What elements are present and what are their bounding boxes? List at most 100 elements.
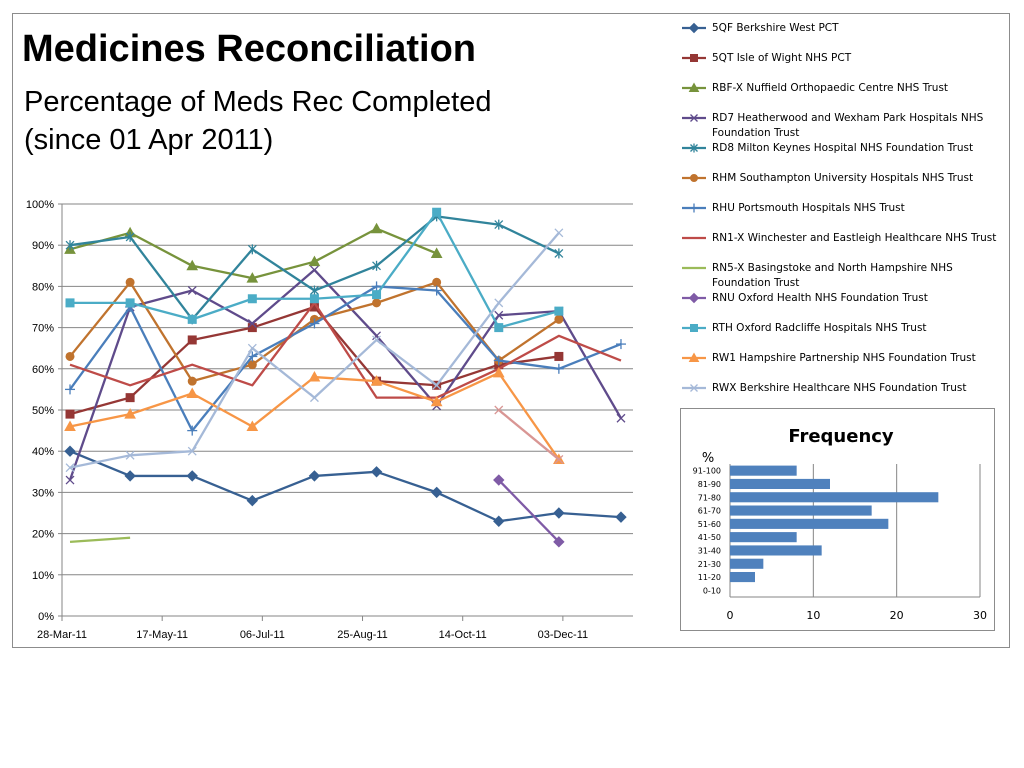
legend-swatch	[682, 292, 706, 304]
series-rbf-x-nuffield-orthopaedic-centre-nhs-trust-point	[308, 255, 321, 267]
legend-swatch	[682, 82, 706, 92]
series-5qf-berkshire-west-pct-point	[430, 486, 443, 499]
legend-swatch-marker	[690, 114, 698, 122]
series-rhm-southampton-university-hospitals-nhs-trust-point	[65, 351, 75, 361]
series-rd8-milton-keynes-hospital-nhs-foundation-trust-point	[125, 231, 135, 242]
series-rd8-milton-keynes-hospital-nhs-foundation-trust-point	[309, 285, 319, 296]
frequency-category-label: 51-60	[698, 520, 721, 529]
series-rth-oxford-radcliffe-hospitals-nhs-trust	[65, 207, 564, 333]
legend-swatch-marker	[690, 324, 698, 332]
series-rth-oxford-radcliffe-hospitals-nhs-trust-point	[187, 314, 197, 324]
x-tick-label: 03-Dec-11	[538, 629, 589, 641]
series-rhu-portsmouth-hospitals-nhs-trust-line	[69, 285, 622, 432]
frequency-category-label: 31-40	[698, 546, 721, 555]
series-rhu-portsmouth-hospitals-nhs-trust-point	[309, 318, 320, 329]
series-rwx-berkshire-healthcare-nhs-foundation-trust-point	[309, 393, 319, 403]
y-tick-label: 0%	[38, 611, 54, 623]
y-tick-label: 70%	[32, 323, 54, 335]
frequency-bar-71-80	[730, 492, 939, 503]
series-rw1-hampshire-partnership-nhs-foundation-trust-point	[186, 387, 199, 399]
series-unnamed	[494, 405, 564, 464]
legend-item-rn1-x-winchester-and-eastleigh-healthcare-nhs-trust: RN1-X Winchester and Eastleigh Healthcar…	[680, 228, 1010, 258]
legend-label: 5QF Berkshire West PCT	[712, 22, 839, 34]
series-rwx-berkshire-healthcare-nhs-foundation-trust-line	[69, 232, 560, 469]
series-5qf-berkshire-west-pct	[64, 445, 627, 527]
legend-swatch	[682, 266, 706, 270]
series-5qt-isle-of-wight-nhs-pct-point	[125, 393, 135, 403]
legend-swatch-marker	[690, 174, 698, 182]
series-5qf-berkshire-west-pct-point	[553, 507, 565, 519]
legend-item-rw1-hampshire-partnership-nhs-foundation-trust: RW1 Hampshire Partnership NHS Foundation…	[680, 348, 1010, 378]
chart-subtitle-line-1: Percentage of Meds Rec Completed	[24, 86, 492, 118]
frequency-category-label: 0-10	[703, 586, 721, 595]
legend-swatch	[682, 54, 706, 62]
legend-item-rnu-oxford-health-nhs-foundation-trust: RNU Oxford Health NHS Foundation Trust	[680, 288, 1010, 318]
series-rbf-x-nuffield-orthopaedic-centre-nhs-trust-point	[370, 222, 383, 234]
legend-swatch-marker	[688, 292, 700, 304]
legend-swatch	[682, 324, 706, 332]
line-chart: 0% 10% 20% 30% 40% 50% 60% 70% 80% 90% 100% 28-Mar-…	[26, 199, 633, 641]
series-rhm-southampton-university-hospitals-nhs-trust-point	[372, 298, 382, 308]
series-rwx-berkshire-healthcare-nhs-foundation-trust-point	[554, 228, 564, 238]
series-rd7-heatherwood-and-wexham-park-hospitals-nhs-foundation-trust-point	[494, 310, 504, 320]
legend-label: RN1-X Winchester and Eastleigh Healthcar…	[712, 232, 997, 244]
series-rw1-hampshire-partnership-nhs-foundation-trust-point	[370, 375, 383, 386]
series-rwx-berkshire-healthcare-nhs-foundation-trust	[65, 228, 564, 473]
legend-item-rd8-milton-keynes-hospital-nhs-foundation-trust: RD8 Milton Keynes Hospital NHS Foundatio…	[680, 138, 1010, 168]
series-rn5-x-basingstoke-and-north-hampshire-nhs-foundation-trust	[69, 536, 131, 543]
series-rhu-portsmouth-hospitals-nhs-trust-point	[65, 384, 76, 395]
x-tick-label: 17-May-11	[136, 629, 188, 641]
series-rbf-x-nuffield-orthopaedic-centre-nhs-trust-point	[246, 272, 259, 283]
series-rhu-portsmouth-hospitals-nhs-trust-point	[431, 285, 442, 296]
series-rhu-portsmouth-hospitals-nhs-trust-point	[553, 363, 564, 374]
legend-item-rd7-heatherwood-and-wexham-park-hospitals-nhs-foundation-trust: RD7 Heatherwood and Wexham Park Hospital…	[680, 108, 1010, 139]
frequency-category-label: 61-70	[698, 507, 721, 516]
series-rd7-heatherwood-and-wexham-park-hospitals-nhs-foundation-trust-point	[65, 475, 75, 485]
legend-label: RD7 Heatherwood and Wexham Park Hospital…	[712, 112, 984, 139]
legend-swatch	[682, 384, 706, 392]
frequency-bar-31-40	[730, 545, 822, 556]
series-rth-oxford-radcliffe-hospitals-nhs-trust-point	[554, 306, 564, 316]
y-tick-label: 80%	[32, 281, 54, 293]
series-rhm-southampton-university-hospitals-nhs-trust-point	[432, 277, 442, 287]
series-5qt-isle-of-wight-nhs-pct-point	[187, 335, 197, 345]
x-tick-label: 25-Aug-11	[337, 629, 388, 641]
series-rth-oxford-radcliffe-hospitals-nhs-trust-point	[432, 207, 442, 217]
series-rw1-hampshire-partnership-nhs-foundation-trust-point	[64, 420, 76, 431]
series-rd8-milton-keynes-hospital-nhs-foundation-trust-point	[372, 260, 382, 271]
legend-item-rn5-x-basingstoke-and-north-hampshire-nhs-foundation-trust: RN5-X Basingstoke and North Hampshire NH…	[680, 258, 1010, 289]
y-tick-label: 100%	[26, 199, 54, 211]
series-unnamed-point	[494, 405, 504, 415]
series-rw1-hampshire-partnership-nhs-foundation-trust-point	[308, 371, 321, 382]
series-rw1-hampshire-partnership-nhs-foundation-trust-point	[430, 395, 443, 407]
series-unnamed-point	[554, 454, 564, 464]
legend-item-rhm-southampton-university-hospitals-nhs-trust: RHM Southampton University Hospitals NHS…	[680, 168, 1010, 198]
frequency-category-label: 81-90	[698, 480, 721, 489]
series-rwx-berkshire-healthcare-nhs-foundation-trust-point	[432, 380, 442, 390]
series-rn1-x-winchester-and-eastleigh-healthcare-nhs-trust-line	[69, 301, 622, 399]
frequency-x-tick-label: 20	[890, 609, 904, 622]
y-tick-label: 40%	[32, 446, 54, 458]
series-rhm-southampton-university-hospitals-nhs-trust	[65, 277, 564, 386]
series-rd7-heatherwood-and-wexham-park-hospitals-nhs-foundation-trust	[65, 265, 626, 485]
legend-swatch	[682, 174, 706, 182]
series-rth-oxford-radcliffe-hospitals-nhs-trust-point	[494, 323, 504, 333]
series-5qf-berkshire-west-pct-line	[69, 450, 622, 523]
legend-swatch-marker	[688, 352, 700, 362]
frequency-unit-label: %	[702, 451, 714, 466]
frequency-bar-21-30	[730, 558, 764, 569]
frequency-bar-91-100	[730, 465, 797, 476]
frequency-x-tick-label: 10	[806, 609, 820, 622]
series-rn5-x-basingstoke-and-north-hampshire-nhs-foundation-trust-line	[69, 536, 131, 543]
legend-label: RD8 Milton Keynes Hospital NHS Foundatio…	[712, 142, 974, 154]
y-tick-label: 20%	[32, 529, 54, 541]
frequency-category-label: 11-20	[698, 573, 721, 582]
series-rw1-hampshire-partnership-nhs-foundation-trust-point	[492, 366, 505, 378]
series-rth-oxford-radcliffe-hospitals-nhs-trust-point	[372, 290, 382, 300]
series-rd7-heatherwood-and-wexham-park-hospitals-nhs-foundation-trust-point	[372, 331, 382, 341]
frequency-chart-box: Frequency% 0 10 20 30 91-100 81-90 71-80 61-70 51…	[680, 408, 995, 631]
legend-swatch-marker	[690, 384, 698, 392]
series-rd7-heatherwood-and-wexham-park-hospitals-nhs-foundation-trust-point	[309, 265, 319, 275]
legend-swatch	[682, 22, 706, 34]
legend-swatch-marker	[688, 82, 700, 92]
